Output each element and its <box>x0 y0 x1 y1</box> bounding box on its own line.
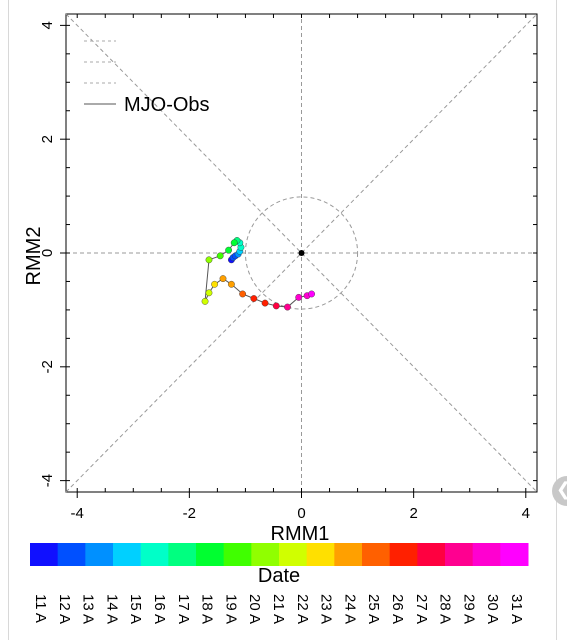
mjo-obs-point <box>308 290 315 298</box>
mjo-obs-point <box>272 302 280 310</box>
colorbar-segment <box>306 543 335 566</box>
mjo-obs-point <box>219 275 227 283</box>
mjo-obs-point <box>239 290 247 298</box>
x-axis-label: RMM1 <box>271 523 330 545</box>
scroll-handle[interactable]: ❮ <box>552 476 567 506</box>
x-tick-label: 2 <box>409 505 417 522</box>
mjo-obs-point <box>295 293 303 301</box>
mjo-obs-point <box>216 252 224 260</box>
origin-point <box>298 250 305 256</box>
x-tick-label: 0 <box>297 505 305 522</box>
colorbar-segment <box>334 543 363 566</box>
frame-right-border <box>556 0 557 640</box>
colorbar-segment <box>85 543 114 566</box>
colorbar-date-label: 23 A <box>318 594 335 624</box>
mjo-obs-point <box>230 239 238 247</box>
colorbar-date-label: 11 A <box>32 594 49 623</box>
colorbar-date-label: 13 A <box>80 594 97 624</box>
colorbar-date-label: 19 A <box>222 594 239 624</box>
plot-area <box>65 13 538 493</box>
colorbar-date-label: 12 A <box>56 594 73 624</box>
mjo-obs-point <box>228 280 235 288</box>
colorbar-date-labels: 11 A 12 A 13 A 14 A 15 A 16 A 17 A 18 A 19 A 20 A… <box>32 594 525 624</box>
colorbar-label: Date <box>258 565 300 587</box>
colorbar-segment <box>500 543 529 566</box>
colorbar-date-label: 27 A <box>413 594 430 624</box>
legend: MJO-Obs <box>84 40 210 116</box>
colorbar-segment <box>57 543 86 566</box>
colorbar-date-label: 31 A <box>508 594 525 624</box>
colorbar-date-label: 20 A <box>246 594 263 624</box>
mjo-obs-point <box>261 299 269 307</box>
colorbar-date-label: 22 A <box>294 594 311 624</box>
colorbar-segment <box>251 543 280 566</box>
mjo-obs-point <box>211 280 218 288</box>
colorbar-date-label: 14 A <box>103 594 120 624</box>
mjo-obs-point <box>284 303 291 311</box>
colorbar-date-label: 24 A <box>341 594 358 624</box>
colorbar-date-label: 28 A <box>437 594 454 624</box>
mjo-obs-point <box>250 295 258 302</box>
colorbar-segment <box>417 543 446 566</box>
colorbar-segment <box>472 543 501 566</box>
y-axis-label: RMM2 <box>23 227 45 286</box>
colorbar-date-label: 17 A <box>175 594 192 624</box>
colorbar-segment <box>113 543 142 566</box>
mjo-obs-point <box>205 256 213 264</box>
legend-label-mjo-obs: MJO-Obs <box>124 94 210 116</box>
colorbar-segment <box>279 543 308 566</box>
colorbar-segment <box>223 543 252 566</box>
y-tick-label: 4 <box>39 21 56 29</box>
colorbar <box>30 543 529 566</box>
colorbar-date-label: 25 A <box>365 594 382 624</box>
colorbar-date-label: 26 A <box>389 594 406 624</box>
x-tick-label: 4 <box>522 505 530 522</box>
colorbar-segment <box>445 543 474 566</box>
mjo-obs-point <box>201 297 209 305</box>
y-tick-label: -2 <box>39 360 56 373</box>
colorbar-date-label: 21 A <box>270 594 287 624</box>
colorbar-segment <box>389 543 418 566</box>
frame-left-border <box>8 0 9 640</box>
colorbar-date-label: 16 A <box>151 594 168 624</box>
x-tick-label: -2 <box>183 505 196 522</box>
colorbar-date-label: 30 A <box>484 594 501 624</box>
colorbar-segment <box>30 543 59 566</box>
colorbar-segment <box>362 543 391 566</box>
mjo-obs-point <box>225 246 233 254</box>
colorbar-segment <box>196 543 225 566</box>
colorbar-segment <box>140 543 169 566</box>
axes: -4 -2 0 2 4 4 2 0 -2 -4 <box>39 14 537 522</box>
chevron-icon: ❮ <box>556 479 567 500</box>
colorbar-date-label: 18 A <box>199 594 216 624</box>
colorbar-date-label: 29 A <box>460 594 477 624</box>
y-tick-label: 0 <box>39 249 56 257</box>
mjo-obs-point <box>205 289 213 297</box>
x-tick-label: -4 <box>71 505 84 522</box>
y-tick-label: 2 <box>39 135 56 143</box>
colorbar-date-label: 15 A <box>127 594 144 624</box>
unit-circle <box>244 196 359 310</box>
data-marks <box>201 237 315 311</box>
colorbar-segment <box>168 543 197 566</box>
y-tick-label: -4 <box>39 474 56 487</box>
